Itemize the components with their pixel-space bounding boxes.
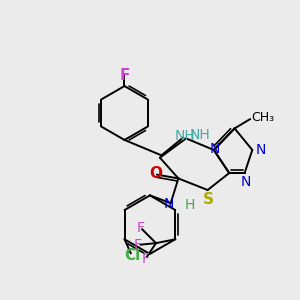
Text: CH₃: CH₃	[251, 111, 275, 124]
Text: F: F	[119, 68, 130, 83]
Text: NH: NH	[189, 128, 210, 142]
Text: Cl: Cl	[124, 248, 140, 263]
Text: F: F	[136, 221, 145, 235]
Text: N: N	[255, 143, 266, 157]
Text: N: N	[241, 175, 251, 189]
Text: N: N	[209, 142, 220, 156]
Text: F: F	[134, 238, 142, 252]
Text: N: N	[164, 197, 174, 211]
Text: H: H	[184, 198, 195, 212]
Text: NH: NH	[174, 129, 195, 143]
Text: O: O	[149, 166, 162, 181]
Text: F: F	[141, 251, 149, 266]
Text: S: S	[203, 191, 214, 206]
